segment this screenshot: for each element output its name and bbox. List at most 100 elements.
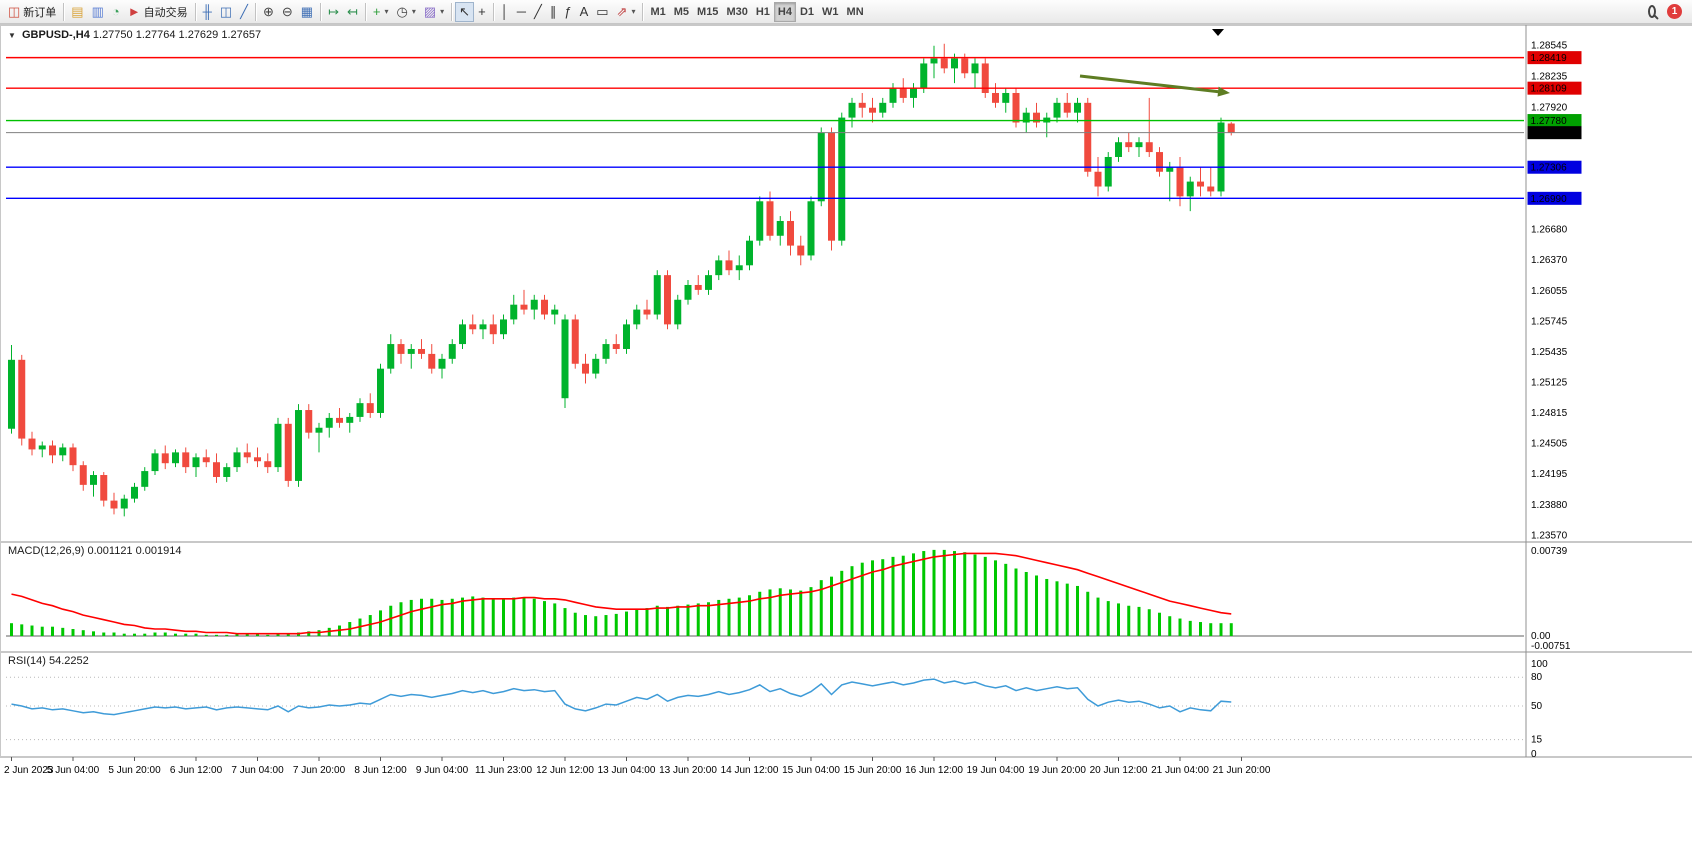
line-chart-button[interactable]: ╱	[236, 2, 252, 22]
indicators-button[interactable]: + ▾	[369, 2, 393, 22]
time-axis-label: 15 Jun 20:00	[844, 765, 902, 776]
bar-chart-button[interactable]: ╫	[199, 2, 216, 22]
macd-histogram-bar	[143, 633, 147, 636]
one-click-trading-arrow[interactable]: ▼	[8, 31, 16, 40]
candle	[1176, 166, 1184, 197]
price-axis[interactable]: 1.28545 1.28235 1.27920 1.26680 1.26370 1.260…	[1531, 41, 1568, 542]
macd-histogram-bar	[1035, 575, 1038, 636]
candle	[766, 201, 774, 236]
panel-borders	[0, 24, 1692, 758]
candlestick-chart-button[interactable]: ◫	[216, 2, 236, 22]
timeframe-m30[interactable]: M30	[722, 2, 751, 22]
macd-histogram-bar	[1065, 583, 1069, 636]
trendline-button[interactable]: ╱	[530, 2, 546, 22]
candle	[705, 275, 712, 290]
toolbar-separator	[364, 2, 366, 21]
timeframe-d1[interactable]: D1	[796, 2, 818, 22]
new-chart-button[interactable]: ▤	[67, 2, 87, 22]
macd-histogram-bar	[676, 605, 680, 636]
macd-panel-title: MACD(12,26,9) 0.001121 0.001914	[8, 545, 181, 557]
macd-histogram-bar	[481, 597, 485, 636]
candle	[838, 117, 846, 241]
crosshair-button[interactable]: +	[474, 2, 490, 22]
macd-histogram-bar	[850, 566, 854, 636]
trend-arrow-annotation[interactable]	[1079, 74, 1230, 97]
macd-histogram-bar	[1117, 603, 1120, 636]
candle	[981, 63, 989, 93]
horizontal-line-button[interactable]: ─	[513, 2, 530, 22]
candle	[1002, 92, 1010, 103]
price-badge	[1527, 126, 1582, 140]
search-button[interactable]	[1641, 2, 1663, 22]
horizontal-lines-layer[interactable]: 1.28419 1.28109 1.27780 1.27306 1.26990 1.276…	[6, 51, 1582, 205]
macd-histogram-bar	[614, 613, 618, 636]
channel-button[interactable]: ∥	[546, 2, 561, 22]
text-button[interactable]: A	[576, 2, 593, 22]
price-axis-label: 1.25435	[1531, 347, 1568, 358]
refresh-button[interactable]: ◔	[108, 2, 124, 22]
notification-badge[interactable]: 1	[1667, 4, 1682, 19]
macd-histogram-bar	[830, 576, 833, 636]
arrows-button[interactable]: ⇗ ▾	[613, 2, 640, 22]
candle	[274, 423, 282, 468]
periods-button[interactable]: ◷ ▾	[393, 2, 420, 22]
macd-histogram-bar	[635, 609, 639, 636]
zoom-in-icon: ⊕	[262, 4, 274, 19]
candle	[971, 63, 979, 74]
new-order-icon: ◫	[8, 4, 21, 19]
autotrading-button[interactable]: ► 自动交易	[124, 2, 192, 22]
macd-histogram-bar	[184, 633, 188, 636]
new-order-button[interactable]: ◫ 新订单	[4, 2, 60, 22]
macd-histogram-bar	[502, 598, 505, 636]
rsi-panel-title: RSI(14) 54.2252	[8, 655, 89, 667]
macd-histogram-bar	[922, 551, 926, 636]
macd-histogram-bar	[112, 632, 116, 636]
timeframe-w1[interactable]: W1	[818, 2, 843, 22]
price-axis-label: 1.27920	[1531, 102, 1568, 113]
macd-histogram-bar	[40, 626, 44, 636]
auto-scroll-button[interactable]: ↦	[324, 2, 343, 22]
candle	[633, 309, 641, 325]
candle	[448, 344, 456, 359]
timeframe-mn[interactable]: MN	[843, 2, 868, 22]
trend-arrow-line[interactable]	[1079, 74, 1223, 94]
macd-histogram-bar	[20, 624, 24, 636]
macd-histogram-bar	[1014, 568, 1018, 636]
macd-histogram-bar	[645, 608, 649, 636]
macd-axis-label: 0.00739	[1531, 546, 1568, 557]
fibonacci-button[interactable]: ƒ	[560, 2, 575, 22]
cursor-button[interactable]: ↖	[455, 1, 475, 22]
chart-title: ▼ GBPUSD-,H4 1.27750 1.27764 1.27629 1.2…	[8, 29, 261, 41]
macd-histogram-bar	[1188, 620, 1192, 636]
chart-shift-marker[interactable]	[1212, 29, 1224, 36]
zoom-out-button[interactable]: ⊖	[278, 2, 297, 22]
macd-histogram-bar	[92, 631, 95, 636]
vertical-line-button[interactable]: │	[497, 2, 513, 22]
search-icon	[1648, 5, 1656, 18]
tile-windows-button[interactable]: ▦	[297, 2, 317, 22]
chart-canvas[interactable]: 1.28545 1.28235 1.27920 1.26680 1.26370 1.260…	[0, 24, 1692, 844]
macd-histogram-bar	[1219, 623, 1223, 636]
candle	[858, 102, 866, 108]
macd-histogram-bar	[471, 596, 475, 636]
candle	[213, 462, 220, 477]
templates-button[interactable]: ▨ ▾	[420, 2, 448, 22]
macd-histogram-bar	[1127, 605, 1131, 636]
timeframe-m15[interactable]: M15	[693, 2, 722, 22]
candle	[1207, 186, 1215, 192]
timeframe-h1[interactable]: H1	[752, 2, 774, 22]
profiles-button[interactable]: ▥	[88, 2, 108, 22]
text-label-button[interactable]: ▭	[592, 2, 612, 22]
timeframe-m5[interactable]: M5	[670, 2, 693, 22]
macd-histogram-bar	[891, 556, 895, 636]
macd-histogram-bar	[286, 633, 290, 636]
zoom-in-button[interactable]: ⊕	[259, 2, 278, 22]
price-axis-label: 1.24505	[1531, 439, 1568, 450]
chart-shift-button[interactable]: ↤	[343, 2, 362, 22]
timeframe-h4[interactable]: H4	[773, 1, 796, 22]
candle	[202, 457, 210, 463]
macd-histogram-bar	[430, 598, 434, 636]
timeframe-m1[interactable]: M1	[646, 2, 669, 22]
